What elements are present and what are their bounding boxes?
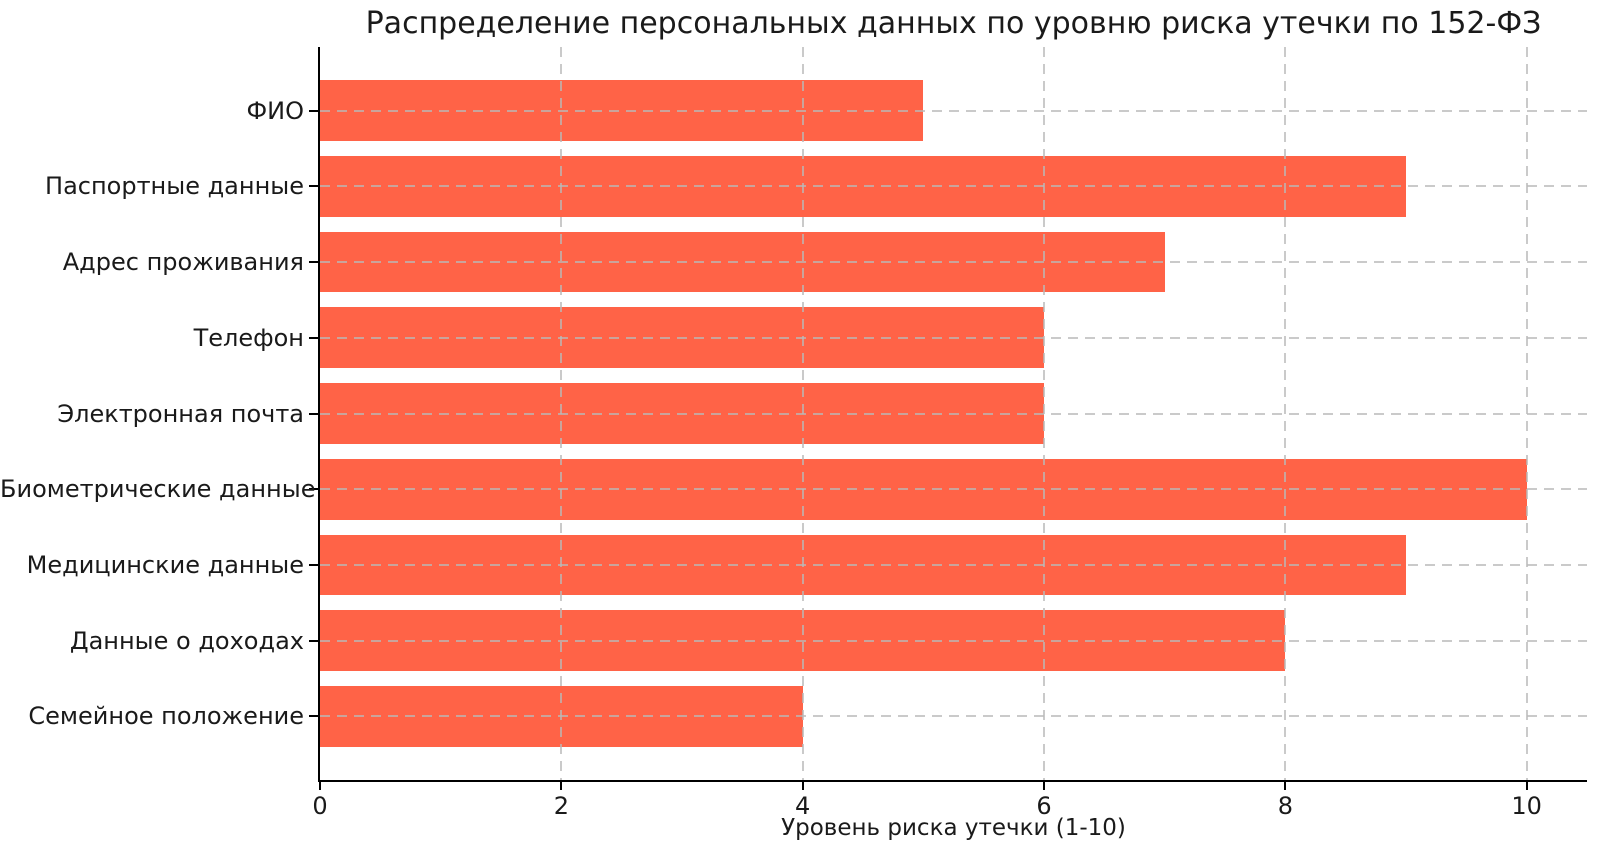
x-tick-label: 4 bbox=[795, 792, 811, 820]
y-tick-mark bbox=[309, 715, 318, 718]
y-tick-label: Электронная почта bbox=[57, 399, 304, 428]
y-tick-mark bbox=[309, 336, 318, 339]
y-tick-label: Семейное положение bbox=[28, 702, 304, 731]
bar bbox=[320, 383, 1044, 444]
y-tick-mark bbox=[309, 109, 318, 112]
x-tick-label: 10 bbox=[1511, 792, 1542, 820]
y-tick-label: Телефон bbox=[193, 323, 304, 352]
x-tick-label: 8 bbox=[1277, 792, 1293, 820]
y-tick-label: ФИО bbox=[246, 96, 304, 125]
x-tick-label: 0 bbox=[312, 792, 328, 820]
y-tick-mark bbox=[309, 639, 318, 642]
x-tick-mark bbox=[319, 782, 321, 790]
x-axis-title: Уровень риска утечки (1-10) bbox=[781, 815, 1126, 841]
bar bbox=[320, 307, 1044, 369]
y-tick-mark bbox=[309, 488, 318, 491]
y-tick-mark bbox=[309, 185, 318, 188]
x-tick-mark bbox=[1043, 782, 1045, 790]
chart-title: Распределение персональных данных по уро… bbox=[365, 6, 1542, 41]
bar bbox=[320, 686, 803, 747]
y-tick-label: Адрес проживания bbox=[62, 248, 304, 277]
bars-layer bbox=[320, 47, 1587, 780]
y-tick-label: Медицинские данные bbox=[26, 550, 304, 579]
y-tick-label: Биометрические данные bbox=[0, 475, 316, 504]
bar bbox=[320, 534, 1406, 596]
x-tick-mark bbox=[560, 782, 563, 790]
x-tick-mark bbox=[1525, 782, 1528, 790]
x-tick-label: 2 bbox=[553, 792, 569, 820]
y-tick-mark bbox=[309, 563, 318, 566]
x-tick-mark bbox=[1284, 782, 1287, 790]
bar bbox=[320, 80, 924, 141]
bar bbox=[320, 156, 1406, 217]
y-tick-mark bbox=[309, 412, 318, 415]
bar bbox=[320, 610, 1286, 671]
plot-area bbox=[318, 47, 1587, 782]
bar bbox=[320, 458, 1527, 520]
bar bbox=[320, 231, 1165, 293]
y-tick-label: Паспортные данные bbox=[45, 172, 304, 201]
x-tick-label: 6 bbox=[1036, 792, 1052, 820]
y-tick-label: Данные о доходах bbox=[69, 626, 304, 655]
y-tick-mark bbox=[309, 261, 318, 264]
x-tick-mark bbox=[801, 782, 804, 790]
